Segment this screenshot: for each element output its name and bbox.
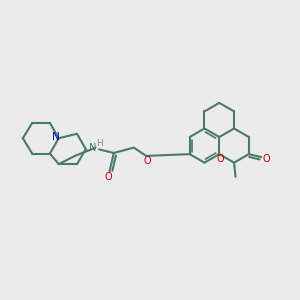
Text: O: O	[216, 154, 224, 164]
Text: O: O	[144, 156, 152, 166]
Text: N: N	[89, 142, 97, 153]
Text: N: N	[52, 132, 60, 142]
Text: O: O	[104, 172, 112, 182]
Text: O: O	[263, 154, 270, 164]
Text: H: H	[96, 139, 103, 148]
